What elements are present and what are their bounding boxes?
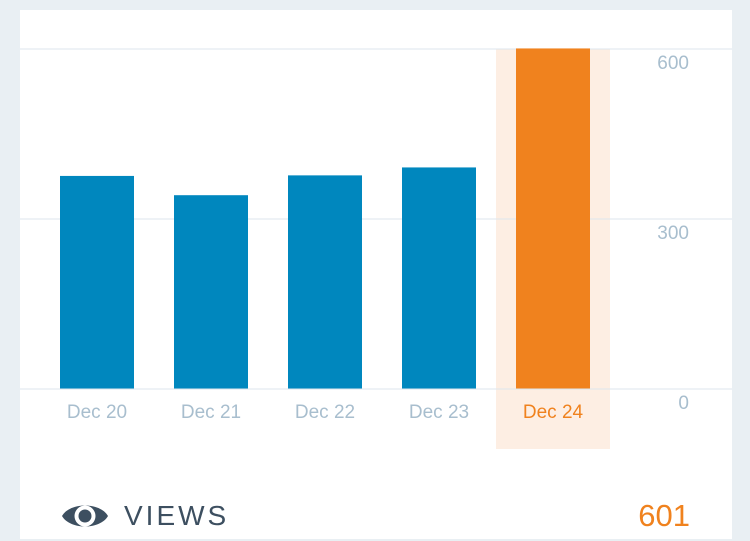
stats-card: Dec 20 Dec 21 Dec 22 Dec 23 Dec 24 600 300 0 VI… <box>20 10 732 539</box>
bar-dec-21[interactable] <box>174 195 248 389</box>
summary-row[interactable]: VIEWS 601 <box>20 480 732 539</box>
views-count: 601 <box>638 498 690 533</box>
bar-dec-22[interactable] <box>288 175 362 389</box>
bar-dec-24[interactable] <box>516 48 590 389</box>
views-bar-chart: Dec 20 Dec 21 Dec 22 Dec 23 Dec 24 600 300 0 <box>20 48 732 449</box>
x-tick-label[interactable]: Dec 20 <box>67 402 127 423</box>
bar-dec-23[interactable] <box>402 167 476 389</box>
y-tick-label: 0 <box>678 393 689 414</box>
x-tick-label[interactable]: Dec 24 <box>523 402 584 423</box>
bar-dec-20[interactable] <box>60 175 134 389</box>
x-tick-label[interactable]: Dec 23 <box>409 402 469 423</box>
x-tick-label[interactable]: Dec 22 <box>295 402 355 423</box>
eye-icon <box>60 496 110 536</box>
y-tick-label: 300 <box>657 223 689 244</box>
x-tick-label[interactable]: Dec 21 <box>181 402 241 423</box>
views-label: VIEWS <box>124 500 230 531</box>
y-tick-label: 600 <box>657 53 689 74</box>
